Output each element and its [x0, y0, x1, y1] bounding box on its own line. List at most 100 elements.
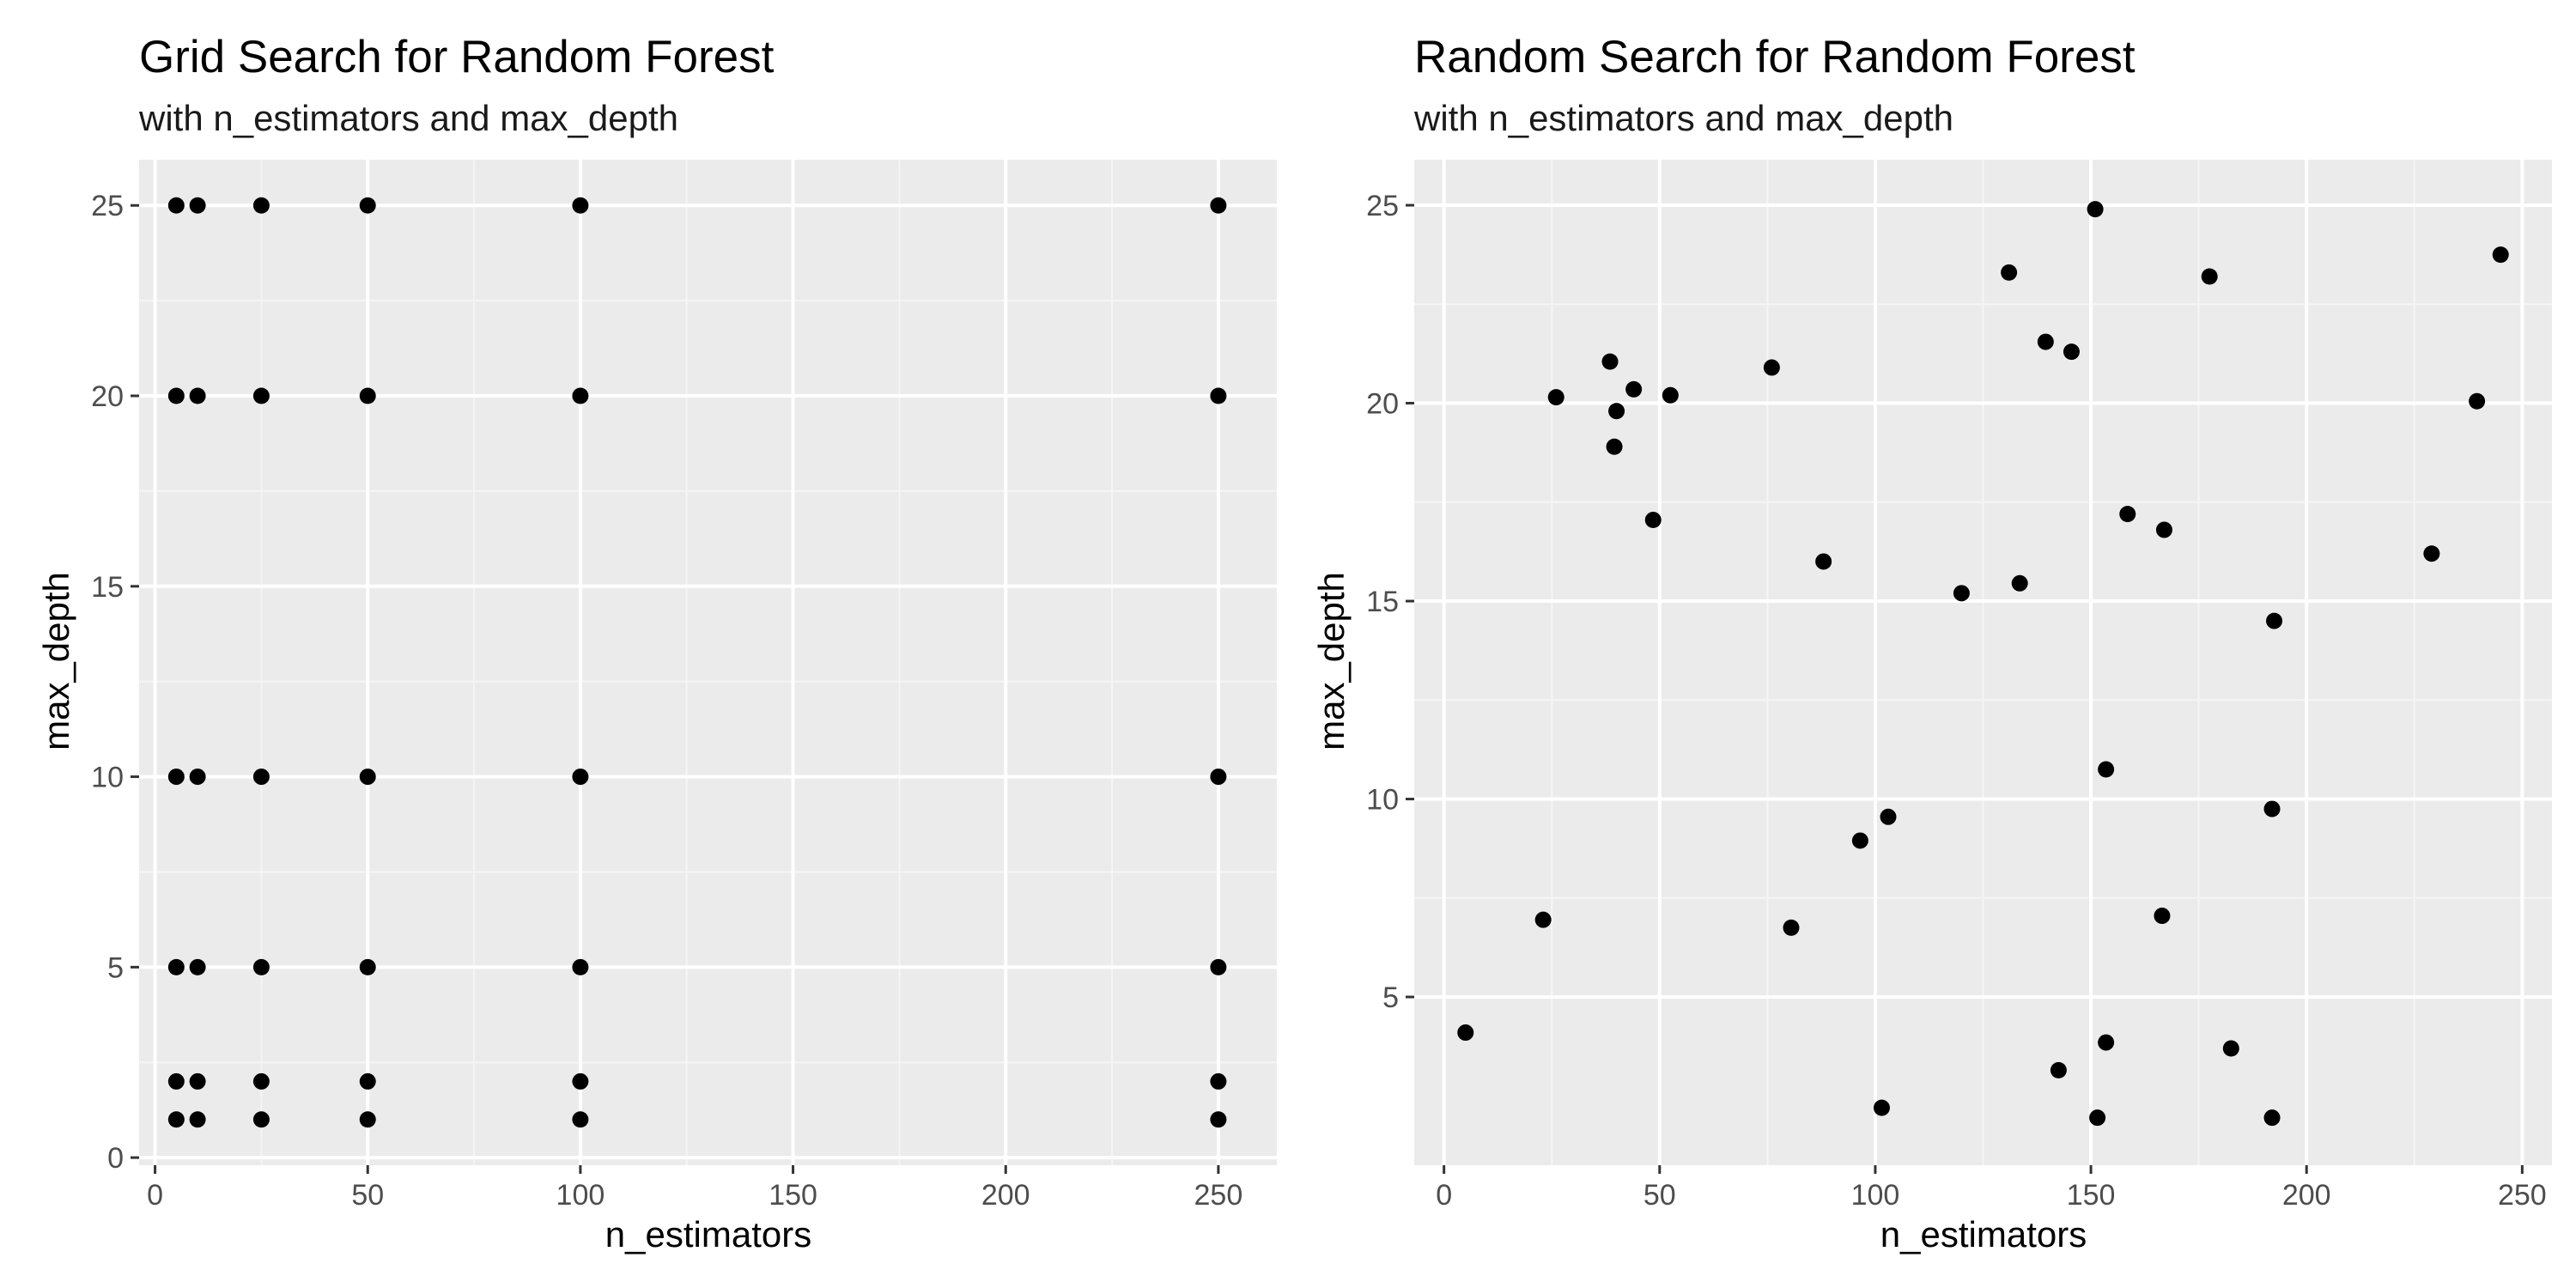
data-point — [1534, 911, 1552, 928]
y-tick-label: 15 — [91, 571, 124, 604]
data-point — [167, 769, 185, 786]
data-point — [252, 1072, 270, 1090]
data-point — [1763, 359, 1780, 376]
data-point — [1608, 403, 1625, 420]
data-point — [359, 769, 376, 786]
data-point — [2492, 246, 2509, 264]
data-point — [2089, 1109, 2106, 1127]
data-point — [1851, 832, 1868, 849]
data-point — [2037, 333, 2054, 350]
x-axis-label: n_estimators — [605, 1214, 811, 1255]
data-point — [1457, 1024, 1474, 1042]
data-point — [2266, 612, 2283, 629]
data-point — [189, 197, 206, 214]
grid-search-panel: Grid Search for Random Forest with n_est… — [36, 32, 1277, 1255]
data-point — [252, 197, 270, 214]
data-point — [252, 1111, 270, 1128]
random-search-panel: Random Search for Random Forest with n_e… — [1311, 32, 2552, 1255]
data-point — [2087, 201, 2104, 218]
x-tick-label: 250 — [1194, 1179, 1243, 1212]
data-point — [2222, 1040, 2239, 1057]
chart-subtitle: with n_estimators and max_depth — [1413, 98, 1953, 138]
y-tick-label: 10 — [91, 762, 124, 794]
data-point — [252, 958, 270, 975]
data-point — [1210, 1072, 1227, 1090]
data-point — [1815, 553, 1832, 570]
x-tick-label: 150 — [769, 1179, 817, 1212]
x-tick-label: 200 — [981, 1179, 1030, 1212]
chart-subtitle: with n_estimators and max_depth — [138, 98, 678, 138]
data-point — [1873, 1099, 1890, 1116]
x-tick-label: 200 — [2282, 1179, 2331, 1212]
plot-background — [139, 160, 1277, 1165]
data-point — [359, 387, 376, 404]
data-point — [2469, 392, 2486, 410]
x-tick-label: 50 — [1643, 1179, 1676, 1212]
x-tick-label: 50 — [351, 1179, 384, 1212]
data-point — [2050, 1061, 2067, 1078]
data-point — [2063, 343, 2080, 361]
data-point — [572, 958, 589, 975]
data-point — [1953, 585, 1970, 602]
y-tick-label: 0 — [107, 1142, 124, 1175]
data-point — [1644, 512, 1662, 529]
data-point — [1210, 387, 1227, 404]
y-axis-label: max_depth — [1311, 572, 1352, 750]
data-point — [359, 958, 376, 975]
chart-title: Random Search for Random Forest — [1414, 32, 2136, 82]
data-point — [2011, 574, 2028, 592]
y-tick-label: 10 — [1366, 784, 1399, 817]
data-point — [252, 769, 270, 786]
data-point — [2201, 268, 2218, 285]
y-tick-label: 15 — [1366, 586, 1399, 618]
data-point — [1547, 389, 1564, 406]
data-point — [167, 1072, 185, 1090]
data-point — [572, 1072, 589, 1090]
data-point — [1210, 769, 1227, 786]
data-point — [189, 1072, 206, 1090]
data-point — [167, 958, 185, 975]
x-axis-label: n_estimators — [1880, 1214, 2087, 1255]
chart-title: Grid Search for Random Forest — [139, 32, 775, 82]
data-point — [2155, 521, 2172, 538]
y-tick-label: 25 — [1366, 190, 1399, 222]
data-point — [1601, 353, 1619, 370]
data-point — [2263, 800, 2281, 817]
data-point — [359, 1111, 376, 1128]
y-tick-label: 5 — [1382, 981, 1399, 1014]
data-point — [1880, 808, 1897, 825]
data-point — [2263, 1109, 2281, 1127]
data-point — [1210, 1111, 1227, 1128]
data-point — [167, 197, 185, 214]
data-point — [189, 769, 206, 786]
x-tick-label: 0 — [147, 1179, 163, 1212]
data-point — [359, 1072, 376, 1090]
data-point — [2001, 264, 2018, 281]
x-tick-label: 100 — [1851, 1179, 1900, 1212]
y-tick-label: 20 — [1366, 388, 1399, 421]
data-point — [1210, 197, 1227, 214]
data-point — [189, 387, 206, 404]
data-point — [2119, 506, 2136, 523]
data-point — [2154, 908, 2171, 925]
data-point — [2423, 545, 2440, 562]
data-point — [2098, 1034, 2115, 1051]
x-tick-label: 250 — [2498, 1179, 2547, 1212]
y-axis-label: max_depth — [36, 572, 76, 750]
x-tick-label: 150 — [2067, 1179, 2116, 1212]
x-tick-label: 0 — [1436, 1179, 1452, 1212]
data-point — [1783, 919, 1800, 936]
data-point — [2098, 761, 2115, 778]
data-point — [1625, 380, 1643, 398]
data-point — [572, 387, 589, 404]
data-point — [572, 197, 589, 214]
y-tick-label: 20 — [91, 380, 124, 413]
data-point — [167, 1111, 185, 1128]
data-point — [189, 1111, 206, 1128]
data-point — [1606, 438, 1623, 455]
data-point — [252, 387, 270, 404]
y-tick-label: 5 — [107, 951, 124, 984]
y-tick-label: 25 — [91, 190, 124, 222]
